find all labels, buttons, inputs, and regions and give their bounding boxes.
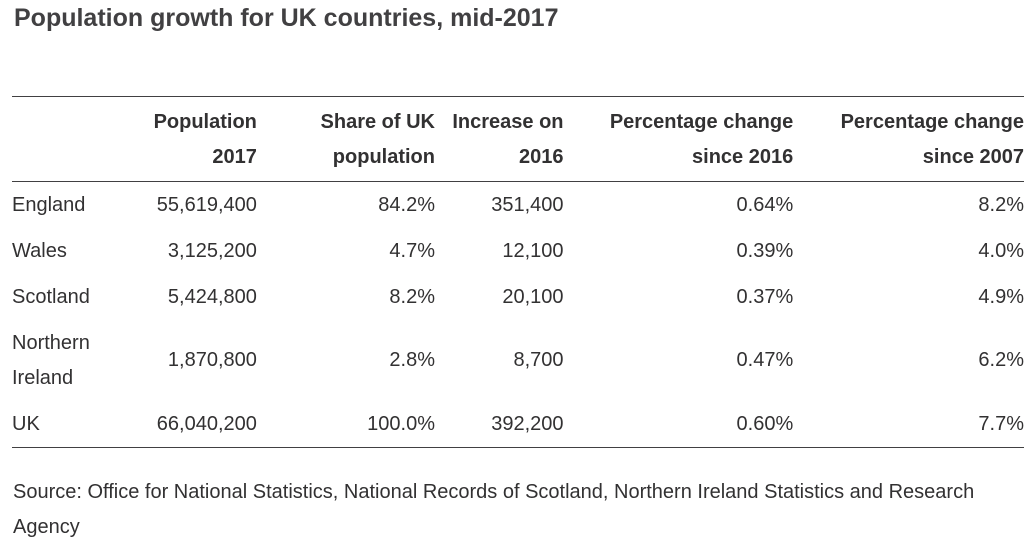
country-line: Northern	[12, 331, 90, 354]
header-line: Population	[153, 111, 257, 133]
header-pct-change-2016: Percentage change since 2016	[564, 97, 794, 182]
increase-cell: 12,100	[502, 239, 564, 262]
population-cell: 3,125,200	[167, 239, 257, 262]
header-line: Percentage change	[840, 111, 1024, 133]
increase-cell: 392,200	[491, 412, 564, 435]
pct-2007-cell: 6.2%	[978, 349, 1024, 371]
share-cell: 2.8%	[389, 349, 435, 371]
table-row: England 55,619,400 84.2% 351,400 0.64% 8…	[12, 182, 1024, 229]
header-line: Increase on	[452, 111, 564, 133]
header-line: since 2016	[692, 146, 794, 168]
population-cell: 55,619,400	[156, 193, 257, 216]
table-header-row: Population 2017 Share of UK population I…	[12, 96, 1024, 182]
header-line: Share of UK	[320, 111, 435, 133]
increase-cell: 20,100	[502, 285, 564, 308]
header-country	[12, 97, 124, 182]
country-cell: UK	[12, 412, 40, 435]
share-cell: 100.0%	[367, 412, 435, 435]
table-row: Wales 3,125,200 4.7% 12,100 0.39% 4.0%	[12, 228, 1024, 274]
header-share-of-uk: Share of UK population	[257, 97, 435, 182]
pct-2007-cell: 4.9%	[978, 285, 1024, 308]
pct-2007-cell: 4.0%	[978, 239, 1024, 262]
country-cell: England	[12, 193, 86, 216]
share-cell: 4.7%	[389, 239, 435, 262]
country-cell: Wales	[12, 239, 67, 262]
country-cell: Scotland	[12, 285, 90, 308]
share-cell: 8.2%	[389, 285, 435, 308]
pct-2016-cell: 0.47%	[736, 349, 794, 371]
source-note: Source: Office for National Statistics, …	[13, 481, 975, 538]
header-increase-on-2016: Increase on 2016	[435, 97, 564, 182]
pct-2007-cell: 7.7%	[978, 412, 1024, 435]
population-cell: 66,040,200	[156, 412, 257, 435]
share-cell: 84.2%	[378, 193, 435, 216]
pct-2016-cell: 0.64%	[736, 193, 794, 216]
header-line: Percentage change	[609, 111, 794, 133]
increase-cell: 351,400	[491, 193, 564, 216]
pct-2007-cell: 8.2%	[978, 193, 1024, 216]
table-row: Northern Ireland 1,870,800 2.8% 8,700 0.…	[12, 320, 1024, 401]
table-row: UK 66,040,200 100.0% 392,200 0.60% 7.7%	[12, 401, 1024, 448]
pct-2016-cell: 0.39%	[736, 239, 794, 262]
header-population-2017: Population 2017	[124, 97, 257, 182]
page-title: Population growth for UK countries, mid-…	[14, 4, 559, 32]
header-line: since 2007	[922, 146, 1024, 168]
increase-cell: 8,700	[513, 349, 564, 371]
country-line: Ireland	[12, 366, 74, 389]
header-line: 2017	[212, 146, 257, 168]
header-line: population	[332, 146, 435, 168]
population-table-container: Population 2017 Share of UK population I…	[12, 96, 1024, 448]
population-cell: 5,424,800	[167, 285, 257, 308]
header-line: 2016	[519, 146, 564, 168]
pct-2016-cell: 0.60%	[736, 412, 794, 435]
country-cell: Northern Ireland	[12, 320, 124, 401]
population-cell: 1,870,800	[167, 349, 257, 371]
pct-2016-cell: 0.37%	[736, 285, 794, 308]
header-pct-change-2007: Percentage change since 2007	[793, 97, 1024, 182]
table-row: Scotland 5,424,800 8.2% 20,100 0.37% 4.9…	[12, 274, 1024, 320]
population-table: Population 2017 Share of UK population I…	[12, 96, 1024, 448]
